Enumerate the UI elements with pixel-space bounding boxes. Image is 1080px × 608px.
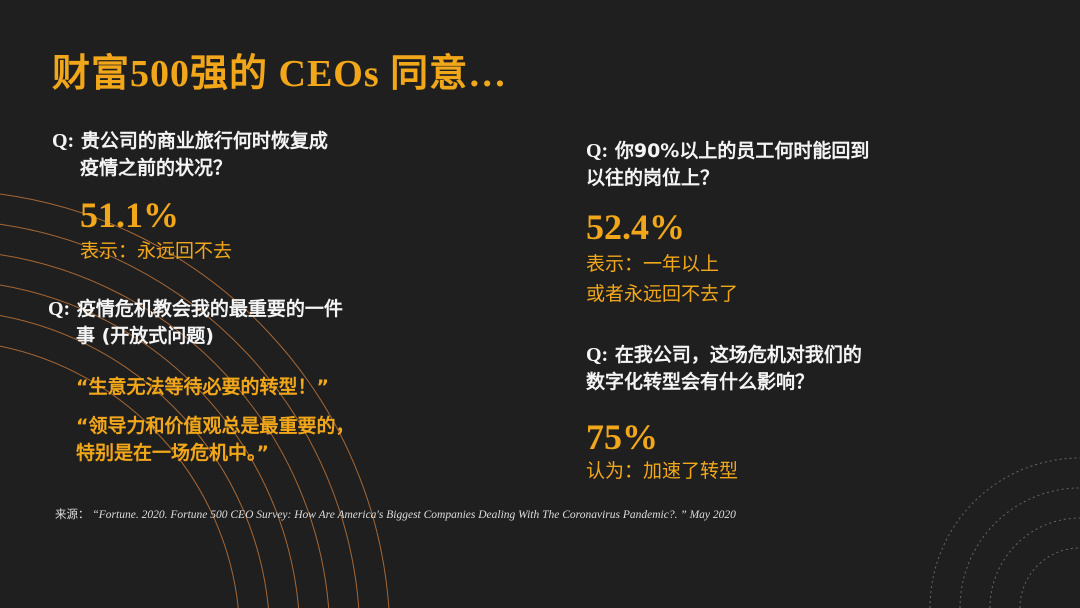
stat-answer: 表示：一年以上 或者永远回不去了	[586, 249, 738, 309]
answer-line: 表示：一年以上	[586, 253, 720, 275]
stat-answer: 表示：永远回不去	[80, 240, 233, 262]
quote-line: 特别是在一场危机中。”	[76, 442, 269, 464]
q-prefix: Q:	[48, 298, 71, 320]
question-text: 数字化转型会有什么影响？	[586, 371, 815, 393]
page-title: 财富500强的 CEOs 同意…	[52, 53, 508, 95]
q-prefix: Q:	[586, 344, 609, 366]
question-crisis-lesson: Q: 疫情危机教会我的最重要的一件 事 (开放式问题)	[48, 296, 343, 350]
question-text: 贵公司的商业旅行何时恢复成	[80, 130, 328, 152]
source-label: 来源：	[55, 509, 90, 521]
question-employees-return: Q: 你90%以上的员工何时能回到 以往的岗位上？	[586, 138, 869, 192]
question-text: 你90%以上的员工何时能回到	[614, 140, 870, 162]
q-prefix: Q:	[586, 140, 609, 162]
question-text: 在我公司，这场危机对我们的	[614, 344, 862, 366]
question-digital-transformation: Q: 在我公司，这场危机对我们的 数字化转型会有什么影响？	[586, 342, 862, 396]
question-text: 疫情危机教会我的最重要的一件	[76, 298, 343, 320]
stat-answer: 认为：加速了转型	[586, 460, 739, 482]
quote: “生意无法等待必要的转型！”	[76, 376, 329, 398]
answer-line: 或者永远回不去了	[586, 283, 739, 305]
stat-value: 75%	[586, 417, 658, 457]
question-text: 疫情之前的状况？	[80, 157, 233, 179]
quote: “领导力和价值观总是最重要的， 特别是在一场危机中。”	[76, 413, 355, 467]
question-business-travel: Q: 贵公司的商业旅行何时恢复成 疫情之前的状况？	[52, 128, 328, 182]
source-citation: 来源： “Fortune. 2020. Fortune 500 CEO Surv…	[55, 506, 736, 522]
source-text: “Fortune. 2020. Fortune 500 CEO Survey: …	[92, 509, 736, 521]
stat-value: 51.1%	[80, 195, 179, 235]
question-text: 以往的岗位上？	[586, 167, 720, 189]
question-text: 事 (开放式问题)	[76, 325, 214, 347]
stat-value: 52.4%	[586, 207, 685, 247]
quote-line: “领导力和价值观总是最重要的，	[76, 415, 355, 437]
q-prefix: Q:	[52, 130, 75, 152]
